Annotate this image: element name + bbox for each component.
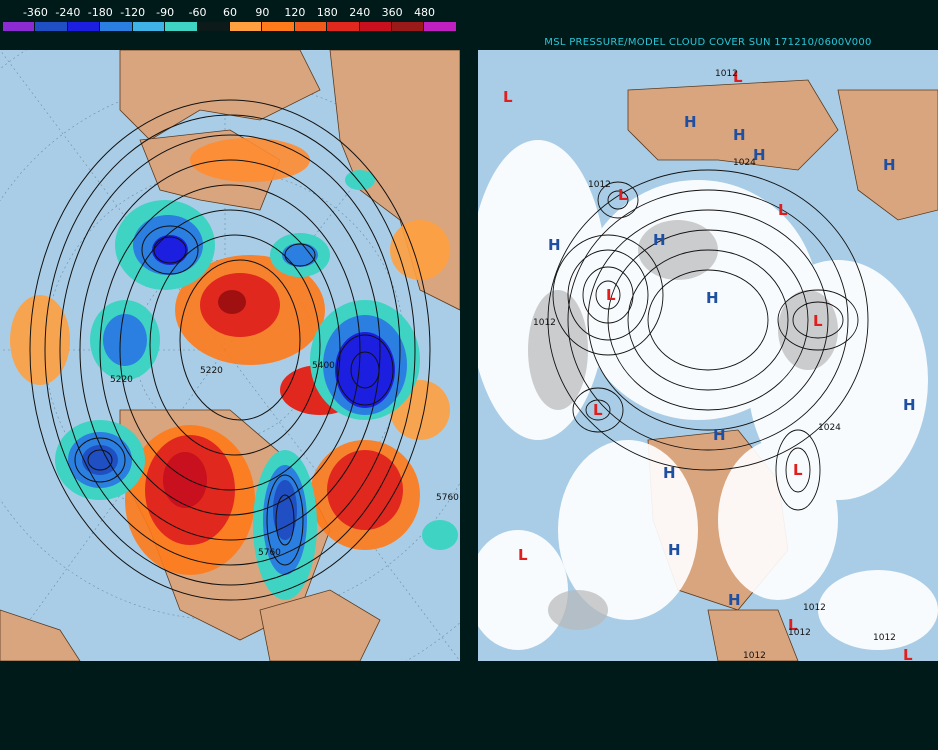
isobar-label: 1012 <box>788 628 811 638</box>
high-pressure-marker: H <box>728 591 741 609</box>
high-pressure-marker: H <box>733 126 746 144</box>
legend-swatch <box>327 22 359 31</box>
isobar-label: 1012 <box>803 603 826 613</box>
low-pressure-marker: L <box>778 201 788 219</box>
contour-label: 5220 <box>110 375 133 385</box>
legend-swatch <box>198 22 230 31</box>
legend-swatch <box>230 22 262 31</box>
legend-tick-label: 240 <box>349 6 370 19</box>
legend-tick-label: -240 <box>55 6 80 19</box>
high-pressure-marker: H <box>663 464 676 482</box>
msl-pressure-cloud-map: L L H H H H L L H H L H L L H H L H H L … <box>478 50 938 661</box>
legend-tick-label: -60 <box>189 6 207 19</box>
legend-swatch <box>262 22 294 31</box>
legend-swatch <box>3 22 35 31</box>
legend-swatch <box>133 22 165 31</box>
isobar-label: 1012 <box>588 180 611 190</box>
contour-label: 5400 <box>312 361 335 371</box>
legend-tick-label: 90 <box>255 6 269 19</box>
legend-swatch <box>392 22 424 31</box>
high-pressure-marker: H <box>713 426 726 444</box>
low-pressure-marker: L <box>518 546 528 564</box>
isobar-label: 1024 <box>818 423 841 433</box>
high-pressure-marker: H <box>668 541 681 559</box>
isobar-label: 1012 <box>715 69 738 79</box>
legend-tick-label: -360 <box>23 6 48 19</box>
legend-swatch <box>100 22 132 31</box>
legend-swatch <box>68 22 100 31</box>
contour-label: 5760 <box>436 493 459 503</box>
high-pressure-marker: H <box>706 289 719 307</box>
legend-swatch <box>165 22 197 31</box>
legend-swatch <box>35 22 67 31</box>
isobar-label: 1024 <box>733 158 756 168</box>
low-pressure-marker: L <box>813 312 823 330</box>
legend-swatch <box>424 22 456 31</box>
legend-tick-label: 60 <box>223 6 237 19</box>
contour-label: 5220 <box>200 366 223 376</box>
legend-swatch <box>360 22 392 31</box>
isobar-label: 1012 <box>873 633 896 643</box>
legend-tick-label: 180 <box>317 6 338 19</box>
low-pressure-marker: L <box>503 88 513 106</box>
isobar-label: 1012 <box>743 651 766 661</box>
low-pressure-marker: L <box>793 461 803 479</box>
contour-label: 5760 <box>258 548 281 558</box>
anomaly-color-legend: -360 -240 -180 -120 -90 -60 60 90 120 180 240 360 48… <box>0 0 460 34</box>
high-pressure-marker: H <box>684 113 697 131</box>
high-pressure-marker: H <box>903 396 916 414</box>
low-pressure-marker: L <box>606 286 616 304</box>
legend-tick-label: 360 <box>382 6 403 19</box>
high-pressure-marker: H <box>548 236 561 254</box>
panel-divider <box>460 0 478 750</box>
high-pressure-marker: H <box>883 156 896 174</box>
legend-swatches <box>3 22 457 31</box>
low-pressure-marker: L <box>593 401 603 419</box>
high-pressure-marker: H <box>653 231 666 249</box>
legend-tick-label: -90 <box>156 6 174 19</box>
right-panel-title: MSL PRESSURE/MODEL CLOUD COVER SUN 17121… <box>478 37 938 48</box>
isobar-label: 1012 <box>533 318 556 328</box>
height-anomaly-svg: 5220 5760 5760 5400 5220 <box>0 50 460 661</box>
legend-tick-label: -120 <box>120 6 145 19</box>
legend-swatch <box>295 22 327 31</box>
legend-labels: -360 -240 -180 -120 -90 -60 60 90 120 180 240 360 48… <box>0 6 460 20</box>
legend-tick-label: 480 <box>414 6 435 19</box>
msl-pressure-svg: L L H H H H L L H H L H L L H H L H H L … <box>478 50 938 661</box>
height-anomaly-map: 5220 5760 5760 5400 5220 <box>0 50 460 661</box>
legend-tick-label: 120 <box>284 6 305 19</box>
low-pressure-marker: L <box>903 646 913 661</box>
legend-tick-label: -180 <box>88 6 113 19</box>
low-pressure-marker: L <box>618 186 628 204</box>
